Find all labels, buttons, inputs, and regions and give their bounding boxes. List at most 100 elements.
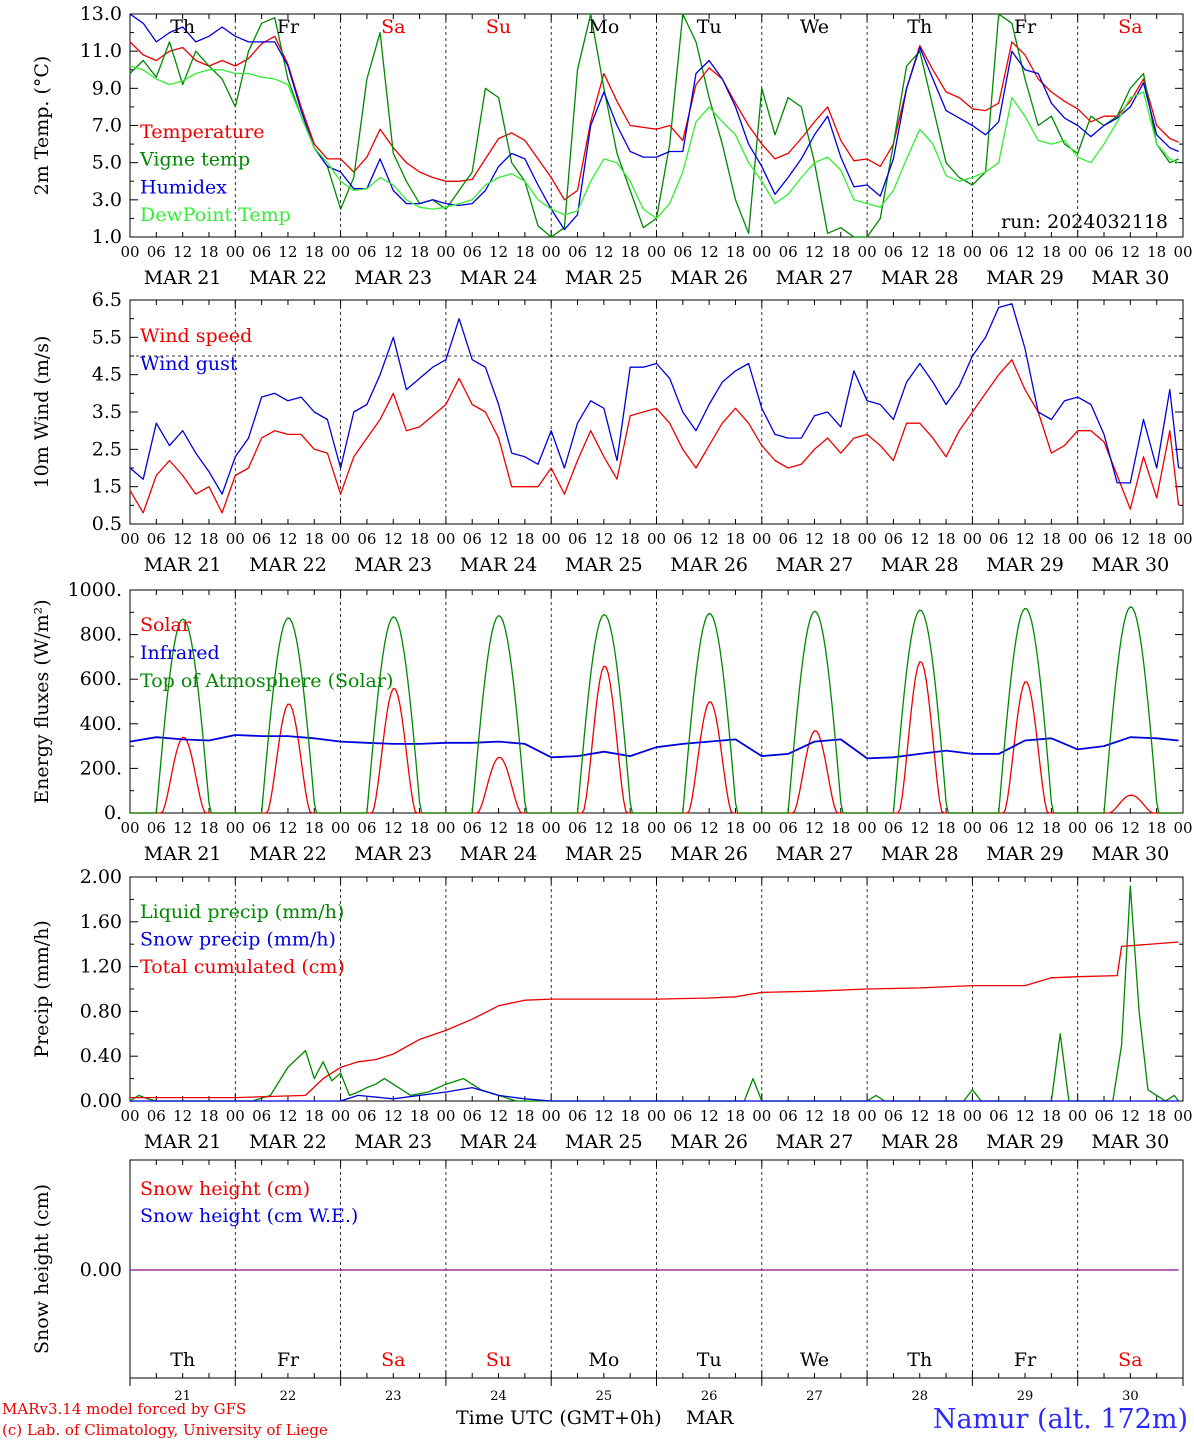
x-hour-label: 06 bbox=[357, 530, 376, 548]
x-hour-label: 18 bbox=[515, 819, 534, 837]
weekday-label: Mo bbox=[588, 16, 619, 38]
x-day-label: MAR 28 bbox=[881, 267, 959, 289]
y-tick-label: 4.5 bbox=[92, 364, 122, 386]
x-hour-label: 18 bbox=[621, 530, 640, 548]
x-day-label: MAR 28 bbox=[881, 843, 959, 865]
y-tick-label: 200. bbox=[80, 757, 122, 779]
weekday-label: Fr bbox=[277, 16, 300, 38]
y-axis-label: Snow height (cm) bbox=[31, 1184, 53, 1354]
x-day-label: MAR 21 bbox=[144, 554, 222, 576]
x-hour-label: 12 bbox=[384, 243, 403, 261]
legend-entry: Top of Atmosphere (Solar) bbox=[140, 670, 393, 692]
panel-precip bbox=[129, 876, 1184, 1102]
x-day-label: MAR 21 bbox=[144, 1131, 222, 1153]
x-hour-label: 00 bbox=[331, 243, 350, 261]
x-hour-label: 06 bbox=[252, 1107, 271, 1125]
x-hour-label: 00 bbox=[436, 530, 455, 548]
x-day-label: MAR 28 bbox=[881, 1131, 959, 1153]
y-tick-label: 1.0 bbox=[92, 226, 122, 248]
legend-entry: Solar bbox=[140, 614, 192, 636]
x-day-label: MAR 27 bbox=[776, 554, 854, 576]
x-hour-label: 06 bbox=[357, 243, 376, 261]
x-hour-label: 06 bbox=[252, 243, 271, 261]
y-tick-label: 11.0 bbox=[80, 40, 122, 62]
x-hour-label: 06 bbox=[884, 819, 903, 837]
x-day-label: MAR 30 bbox=[1091, 843, 1169, 865]
x-hour-label: 12 bbox=[910, 819, 929, 837]
weekday-label: Fr bbox=[1014, 1349, 1037, 1371]
legend-entry: Temperature bbox=[140, 121, 264, 143]
x-hour-label: 06 bbox=[568, 819, 587, 837]
x-hour-label: 06 bbox=[147, 1107, 166, 1125]
x-hour-label: 00 bbox=[963, 243, 982, 261]
legend-entry: Wind gust bbox=[140, 353, 238, 375]
x-hour-label: 18 bbox=[937, 530, 956, 548]
y-tick-label: 400. bbox=[80, 713, 122, 735]
weekday-label: Tu bbox=[697, 1349, 722, 1371]
series-line-wind-gust bbox=[129, 303, 1180, 495]
y-tick-label: 0.00 bbox=[80, 1090, 122, 1112]
x-hour-label: 18 bbox=[937, 243, 956, 261]
x-day-label: MAR 28 bbox=[881, 554, 959, 576]
x-hour-label: 06 bbox=[568, 530, 587, 548]
weekday-label: Th bbox=[170, 1349, 195, 1371]
x-hour-label: 06 bbox=[779, 1107, 798, 1125]
x-hour-label: 06 bbox=[463, 530, 482, 548]
x-hour-label: 18 bbox=[410, 530, 429, 548]
x-hour-label: 18 bbox=[726, 1107, 745, 1125]
x-day-label: MAR 25 bbox=[565, 1131, 643, 1153]
weekday-label: Fr bbox=[1014, 16, 1037, 38]
weekday-label: Sa bbox=[381, 1349, 405, 1371]
x-hour-label: 12 bbox=[1121, 819, 1140, 837]
x-day-number: 26 bbox=[701, 1389, 718, 1404]
x-hour-label: 18 bbox=[831, 530, 850, 548]
y-tick-label: 1000. bbox=[68, 579, 122, 601]
x-hour-label: 00 bbox=[226, 819, 245, 837]
x-hour-label: 12 bbox=[910, 1107, 929, 1125]
x-hour-label: 00 bbox=[120, 1107, 139, 1125]
x-hour-label: 12 bbox=[1016, 1107, 1035, 1125]
x-hour-label: 18 bbox=[726, 819, 745, 837]
y-axis-label: 2m Temp. (°C) bbox=[31, 56, 53, 196]
x-hour-label: 00 bbox=[331, 819, 350, 837]
x-hour-label: 00 bbox=[1068, 530, 1087, 548]
x-hour-label: 06 bbox=[1094, 243, 1113, 261]
weekday-label: Su bbox=[486, 16, 511, 38]
panel-snow bbox=[129, 1159, 1184, 1379]
y-tick-label: 5.5 bbox=[92, 326, 122, 348]
x-hour-label: 12 bbox=[173, 530, 192, 548]
x-hour-label: 12 bbox=[594, 1107, 613, 1125]
x-hour-label: 12 bbox=[278, 243, 297, 261]
x-hour-label: 00 bbox=[963, 819, 982, 837]
legend-entry: DewPoint Temp bbox=[140, 204, 291, 226]
y-tick-label: 0. bbox=[104, 802, 122, 824]
x-hour-label: 06 bbox=[147, 819, 166, 837]
weekday-label: Th bbox=[170, 16, 195, 38]
x-day-label: MAR 24 bbox=[460, 267, 538, 289]
x-hour-label: 00 bbox=[331, 1107, 350, 1125]
x-hour-label: 12 bbox=[700, 819, 719, 837]
x-hour-label: 18 bbox=[410, 243, 429, 261]
x-hour-label: 18 bbox=[937, 819, 956, 837]
weekday-label: Th bbox=[907, 16, 932, 38]
x-day-label: MAR 22 bbox=[249, 267, 327, 289]
x-axis-title: Time UTC (GMT+0h) bbox=[456, 1407, 662, 1429]
x-hour-label: 00 bbox=[542, 243, 561, 261]
x-hour-label: 18 bbox=[1042, 530, 1061, 548]
x-hour-label: 00 bbox=[226, 530, 245, 548]
x-hour-label: 18 bbox=[199, 819, 218, 837]
x-hour-label: 06 bbox=[884, 1107, 903, 1125]
x-hour-label: 12 bbox=[594, 530, 613, 548]
x-hour-label: 00 bbox=[752, 819, 771, 837]
x-hour-label: 06 bbox=[1094, 1107, 1113, 1125]
x-hour-label: 12 bbox=[1121, 530, 1140, 548]
x-hour-label: 00 bbox=[1173, 1107, 1192, 1125]
x-day-label: MAR 25 bbox=[565, 267, 643, 289]
x-hour-label: 18 bbox=[1042, 243, 1061, 261]
x-hour-label: 18 bbox=[515, 1107, 534, 1125]
x-hour-label: 06 bbox=[673, 819, 692, 837]
x-hour-label: 12 bbox=[1016, 243, 1035, 261]
x-hour-label: 18 bbox=[1147, 243, 1166, 261]
x-day-label: MAR 30 bbox=[1091, 267, 1169, 289]
x-hour-label: 00 bbox=[1173, 530, 1192, 548]
